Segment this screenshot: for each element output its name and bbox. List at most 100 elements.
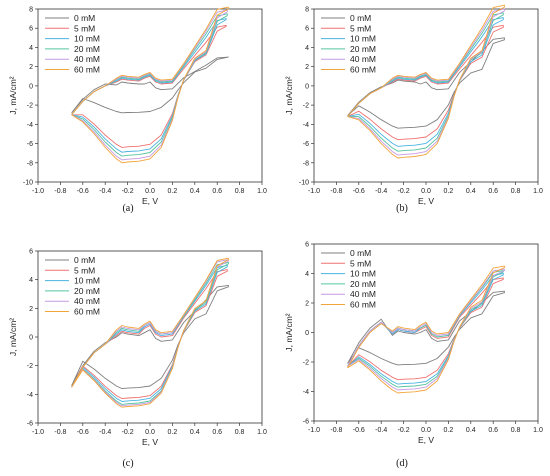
x-tick-label: 0.0 — [421, 188, 431, 195]
y-tick-label: 6 — [305, 26, 309, 33]
cv-curve-60mm — [71, 6, 229, 164]
y-tick-label: 4 — [29, 45, 33, 52]
cv-curve-0mm — [347, 37, 505, 129]
y-axis-label: J, mA/cm² — [284, 76, 294, 114]
y-tick-label: 6 — [29, 249, 33, 256]
legend-label: 10 mM — [350, 34, 376, 44]
x-tick-label: -0.8 — [54, 188, 66, 195]
x-tick-label: 0.8 — [511, 427, 521, 434]
cv-curve-10mm — [71, 264, 228, 402]
y-tick-label: 2 — [305, 64, 309, 71]
y-tick-label: -6 — [303, 419, 309, 426]
y-tick-label: -10 — [23, 180, 33, 187]
legend-label: 40 mM — [74, 54, 100, 64]
legend-label: 40 mM — [350, 54, 376, 64]
y-axis-label: J, mA/cm² — [8, 318, 18, 356]
legend-label: 20 mM — [350, 279, 376, 289]
legend-label: 5 mM — [350, 258, 371, 268]
x-tick-label: 0.4 — [190, 429, 200, 436]
y-tick-label: -2 — [27, 363, 33, 370]
x-tick-label: 0.6 — [488, 188, 498, 195]
legend-label: 10 mM — [350, 269, 376, 279]
panel-c: -1.0 -0.8 -0.6 -0.4 -0.2 0.0 0.2 0.4 0.6 0.8 1.0 -6… — [8, 249, 267, 470]
y-tick-label: -4 — [27, 392, 33, 399]
x-tick-label: 0.8 — [235, 188, 245, 195]
x-tick-label: 0.4 — [466, 427, 476, 434]
x-tick-label: -0.6 — [77, 429, 89, 436]
x-tick-label: -0.4 — [375, 188, 387, 195]
cv-curve-60mm — [71, 257, 229, 408]
y-tick-label: -6 — [27, 421, 33, 428]
x-tick-label: 0.2 — [168, 429, 178, 436]
y-tick-label: 4 — [305, 45, 309, 52]
x-tick-label: 0.0 — [145, 188, 155, 195]
x-tick-label: 0.2 — [168, 188, 178, 195]
x-tick-label: 0.8 — [235, 429, 245, 436]
legend-label: 40 mM — [74, 296, 100, 306]
panel-label: (d) — [396, 458, 408, 469]
legend-label: 10 mM — [74, 276, 100, 286]
y-tick-label: -6 — [303, 141, 309, 148]
x-tick-label: -0.2 — [398, 188, 410, 195]
y-tick-label: -4 — [303, 389, 309, 396]
cv-curve-5mm — [347, 24, 504, 141]
y-axis-label: J, mA/cm² — [8, 76, 18, 114]
cv-curve-40mm — [347, 8, 505, 156]
x-tick-label: -1.0 — [32, 188, 44, 195]
cv-curve-0mm — [71, 56, 229, 114]
x-tick-label: -1.0 — [308, 427, 320, 434]
x-tick-label: 0.2 — [444, 427, 454, 434]
y-tick-label: -2 — [303, 360, 309, 367]
x-tick-label: -0.4 — [375, 427, 387, 434]
y-tick-label: -4 — [27, 122, 33, 129]
cv-curve-60mm — [347, 4, 505, 159]
panel-b: -1.0 -0.8 -0.6 -0.4 -0.2 0.0 0.2 0.4 0.6 0.8 1.0 -1… — [284, 4, 543, 214]
y-tick-label: -8 — [303, 160, 309, 167]
x-tick-label: -0.8 — [330, 427, 342, 434]
plot-frame — [37, 250, 263, 424]
x-axis-label: E, V — [142, 437, 158, 447]
x-tick-label: 1.0 — [533, 427, 543, 434]
x-tick-label: 0.6 — [212, 429, 222, 436]
x-tick-label: -0.4 — [99, 188, 111, 195]
x-tick-label: -0.6 — [77, 188, 89, 195]
y-tick-label: -2 — [303, 103, 309, 110]
legend-label: 0 mM — [74, 255, 95, 265]
y-tick-label: 2 — [29, 64, 33, 71]
x-tick-label: 0.4 — [466, 188, 476, 195]
x-tick-label: -0.2 — [122, 429, 134, 436]
x-axis-label: E, V — [418, 435, 434, 445]
x-tick-label: -0.8 — [54, 429, 66, 436]
legend-label: 60 mM — [350, 65, 376, 75]
y-tick-label: 0 — [305, 83, 309, 90]
y-tick-label: 0 — [305, 330, 309, 337]
cv-curve-10mm — [347, 17, 504, 147]
x-tick-label: 0.0 — [421, 427, 431, 434]
y-tick-label: 0 — [29, 335, 33, 342]
y-tick-label: -8 — [27, 160, 33, 167]
cv-curve-60mm — [347, 265, 505, 394]
y-tick-label: -2 — [27, 103, 33, 110]
panel-d: -1.0 -0.8 -0.6 -0.4 -0.2 0.0 0.2 0.4 0.6 0.8 1.0 -6… — [284, 242, 543, 470]
y-tick-label: 8 — [305, 7, 309, 14]
legend-label: 20 mM — [350, 44, 376, 54]
panel-label: (b) — [396, 203, 408, 214]
legend-label: 60 mM — [350, 300, 376, 310]
x-tick-label: 0.0 — [145, 429, 155, 436]
legend-label: 5 mM — [350, 23, 371, 33]
x-tick-label: -0.2 — [398, 427, 410, 434]
x-tick-label: 0.2 — [444, 188, 454, 195]
cv-curve-5mm — [71, 269, 228, 400]
y-tick-label: 4 — [29, 277, 33, 284]
legend-label: 60 mM — [74, 307, 100, 317]
legend-label: 0 mM — [350, 13, 371, 23]
y-tick-label: -6 — [27, 141, 33, 148]
legend-label: 0 mM — [74, 13, 95, 23]
y-tick-label: 8 — [29, 7, 33, 14]
cv-curve-0mm — [71, 284, 229, 390]
x-tick-label: -0.6 — [353, 188, 365, 195]
x-tick-label: -1.0 — [308, 188, 320, 195]
legend-label: 5 mM — [74, 23, 95, 33]
legend-label: 20 mM — [74, 286, 100, 296]
x-tick-label: -0.8 — [330, 188, 342, 195]
